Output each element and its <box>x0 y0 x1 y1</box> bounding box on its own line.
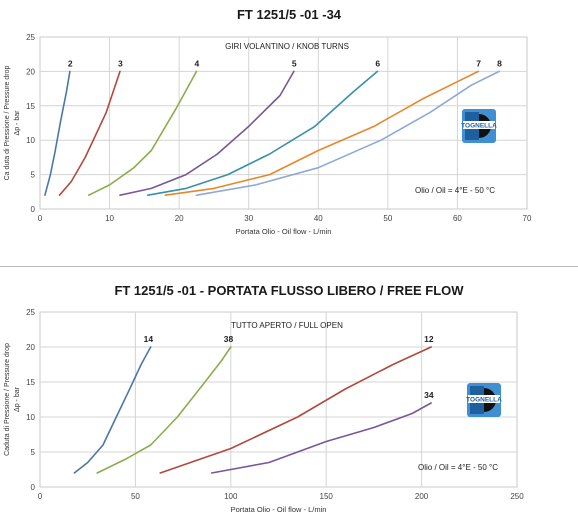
chart1-plot-area <box>39 36 528 210</box>
chart1-xtick-label: 0 <box>38 214 43 223</box>
chart2-series-line-34 <box>210 402 432 474</box>
chart1-title: FT 1251/5 -01 -34 <box>236 7 342 22</box>
chart2-xtick-label: 100 <box>224 492 238 501</box>
chart1-series-line-5 <box>119 70 295 196</box>
chart2-ytick-label: 10 <box>26 413 35 422</box>
chart1-y-axis-sublabel: Δp - bar <box>14 110 21 136</box>
chart1-series-line-2 <box>44 70 71 196</box>
chart2-ytick-label: 20 <box>26 343 35 352</box>
chart1-y-axis-label: Ca duta di Pressione / Pressure drop <box>4 66 11 181</box>
chart2-series-line-14 <box>73 346 152 474</box>
chart2-ytick-label: 5 <box>31 448 36 457</box>
chart2-series-label-12: 12 <box>424 334 434 344</box>
chart1-series-label-2: 2 <box>68 58 73 68</box>
chart2-xtick-label: 250 <box>510 492 524 501</box>
chart2-x-axis-label: Portata Olio - Oil flow - L/min <box>231 505 327 514</box>
chart1-xtick-label: 10 <box>105 214 114 223</box>
chart2-y-axis-sublabel: Δp - bar <box>14 386 21 412</box>
chart1-oil-annotation: Olio / Oil = 4°E - 50 °C <box>415 186 495 195</box>
chart2-title: FT 1251/5 -01 - PORTATA FLUSSO LIBERO / … <box>114 283 464 298</box>
chart1-xtick-label: 30 <box>244 214 253 223</box>
chart1-xtick-label: 70 <box>523 214 532 223</box>
chart1-x-axis-label: Portata Olio - Oil flow - L/min <box>236 227 332 236</box>
chart1-series-label-6: 6 <box>375 58 380 68</box>
chart2-logo-band <box>468 395 500 403</box>
chart2-series-line-38 <box>96 346 232 474</box>
chart2-plot-area <box>39 311 518 488</box>
chart2-oil-annotation: Olio / Oil = 4°E - 50 °C <box>418 463 498 472</box>
chart2-series-label-34: 34 <box>424 390 434 400</box>
chart2-subtitle: TUTTO APERTO / FULL OPEN <box>231 321 343 330</box>
chart1-subtitle: GIRI VOLANTINO / KNOB TURNS <box>225 42 349 51</box>
panel-divider <box>0 266 578 267</box>
chart1-ytick-label: 25 <box>26 33 35 42</box>
chart1-series-label-8: 8 <box>497 58 502 68</box>
chart1-xtick-label: 60 <box>453 214 462 223</box>
chart2-y-axis-label: Caduta di Pressione / Pressure drop <box>4 343 11 456</box>
chart1-series-label-5: 5 <box>292 58 297 68</box>
chart2-series-line-12 <box>159 346 432 474</box>
chart1-series-line-7 <box>164 70 480 196</box>
chart1-series-label-3: 3 <box>118 58 123 68</box>
chart2-ytick-label: 15 <box>26 378 35 387</box>
chart2-logo-text: TOGNELLA <box>466 397 502 404</box>
chart1-logo-text: TOGNELLA <box>461 123 497 130</box>
chart1-series-line-8 <box>195 70 501 196</box>
chart1-ytick-label: 10 <box>26 136 35 145</box>
chart2-series-label-14: 14 <box>144 334 154 344</box>
chart2-xtick-label: 0 <box>38 492 43 501</box>
chart1-series-line-3 <box>58 70 121 196</box>
chart1-xtick-label: 50 <box>383 214 392 223</box>
chart1-ytick-label: 0 <box>31 205 36 214</box>
chart2-xtick-label: 200 <box>415 492 429 501</box>
chart1-xtick-label: 20 <box>175 214 184 223</box>
chart1-series-label-4: 4 <box>195 58 200 68</box>
chart1-tognella-logo: TOGNELLA <box>461 109 497 143</box>
chart2-ytick-label: 25 <box>26 308 35 317</box>
chart2-tognella-logo: TOGNELLA <box>466 383 502 417</box>
chart2-series-label-38: 38 <box>224 334 234 344</box>
chart1-series-label-7: 7 <box>476 58 481 68</box>
chart1-series-line-4 <box>87 70 198 196</box>
chart2-ytick-label: 0 <box>31 483 36 492</box>
chart1-series-line-6 <box>147 70 379 196</box>
chart1-ytick-label: 15 <box>26 102 35 111</box>
chart1-xtick-label: 40 <box>314 214 323 223</box>
chart2-xtick-label: 150 <box>320 492 334 501</box>
chart1-ytick-label: 20 <box>26 67 35 76</box>
chart1-ytick-label: 5 <box>31 171 36 180</box>
chart1-logo-band <box>463 121 495 129</box>
chart2-xtick-label: 50 <box>131 492 140 501</box>
